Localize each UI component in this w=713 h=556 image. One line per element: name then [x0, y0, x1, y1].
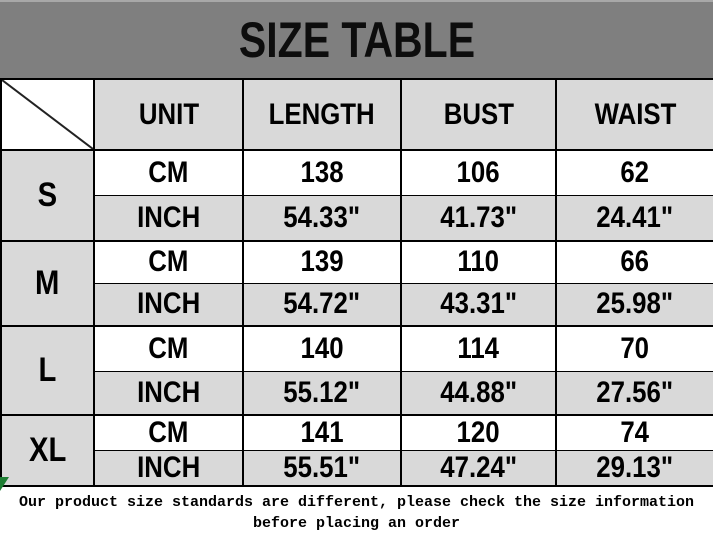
table-row-m-inch: INCH 54.72" 43.31" 25.98"	[1, 282, 713, 327]
cell-m-cm-unit: CM	[93, 240, 244, 284]
cell-l-inch-length: 55.12"	[242, 370, 402, 416]
cell-m-cm-length: 139	[242, 240, 402, 284]
size-disclaimer: Our product size standards are different…	[0, 492, 713, 534]
cell-s-inch-waist: 24.41"	[555, 194, 713, 242]
header-row: UNIT LENGTH BUST WAIST	[0, 78, 713, 151]
green-corner-flag-icon	[0, 477, 9, 491]
cell-s-cm-bust: 106	[400, 149, 557, 196]
cell-m-inch-length: 54.72"	[242, 282, 402, 327]
cell-l-cm-waist: 70	[555, 325, 713, 372]
cell-xl-cm-length: 141	[242, 414, 402, 451]
size-table: UNIT LENGTH BUST WAIST S CM 138 106 62 I…	[0, 78, 713, 487]
cell-m-cm-waist: 66	[555, 240, 713, 284]
cell-xl-cm-waist: 74	[555, 414, 713, 451]
cell-l-inch-bust: 44.88"	[400, 370, 557, 416]
cell-m-inch-unit: INCH	[93, 282, 244, 327]
cell-m-inch-waist: 25.98"	[555, 282, 713, 327]
size-label-s: S	[0, 149, 95, 242]
table-row-xl-cm: XL CM 141 120 74	[0, 414, 713, 487]
table-row-m-cm: M CM 139 110 66	[0, 240, 713, 327]
col-header-unit: UNIT	[93, 78, 244, 151]
cell-m-cm-bust: 110	[400, 240, 557, 284]
cell-l-inch-unit: INCH	[93, 370, 244, 416]
cell-s-inch-bust: 41.73"	[400, 194, 557, 242]
cell-xl-inch-bust: 47.24"	[400, 450, 557, 487]
cell-xl-cm-unit: CM	[93, 414, 244, 451]
cell-l-cm-bust: 114	[400, 325, 557, 372]
size-label-l: L	[0, 325, 95, 416]
size-disclaimer-line1: Our product size standards are different…	[18, 494, 695, 511]
cell-s-cm-waist: 62	[555, 149, 713, 196]
table-row-l-inch: INCH 55.12" 44.88" 27.56"	[1, 370, 713, 416]
size-disclaimer-line2: before placing an order	[252, 515, 461, 532]
cell-m-inch-bust: 43.31"	[400, 282, 557, 327]
cell-xl-inch-unit: INCH	[93, 450, 244, 487]
cell-s-inch-length: 54.33"	[242, 194, 402, 242]
cell-l-cm-unit: CM	[93, 325, 244, 372]
table-row-s-inch: INCH 54.33" 41.73" 24.41"	[1, 194, 713, 242]
col-header-waist: WAIST	[555, 78, 713, 151]
cell-xl-cm-bust: 120	[400, 414, 557, 451]
cell-xl-inch-waist: 29.13"	[555, 450, 713, 487]
cell-s-cm-length: 138	[242, 149, 402, 196]
title-banner: SIZE TABLE	[0, 0, 713, 78]
size-label-m: M	[0, 240, 95, 327]
col-header-length: LENGTH	[242, 78, 402, 151]
page-title: SIZE TABLE	[238, 12, 475, 68]
table-row-l-cm: L CM 140 114 70	[0, 325, 713, 416]
col-header-bust: BUST	[400, 78, 557, 151]
diagonal-line-icon	[2, 80, 93, 149]
size-label-xl: XL	[0, 414, 95, 487]
diagonal-cell	[0, 78, 95, 151]
cell-s-inch-unit: INCH	[93, 194, 244, 242]
cell-s-cm-unit: CM	[93, 149, 244, 196]
table-row-xl-inch: INCH 55.51" 47.24" 29.13"	[1, 450, 713, 487]
table-row-s-cm: S CM 138 106 62	[0, 149, 713, 242]
cell-xl-inch-length: 55.51"	[242, 450, 402, 487]
cell-l-inch-waist: 27.56"	[555, 370, 713, 416]
cell-l-cm-length: 140	[242, 325, 402, 372]
